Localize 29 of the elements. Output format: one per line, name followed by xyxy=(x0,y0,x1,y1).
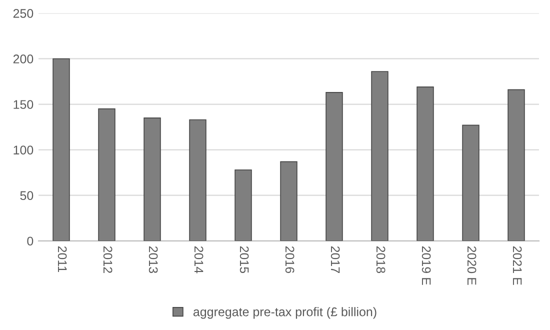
y-tick-label: 50 xyxy=(20,191,34,200)
x-tick-label: 2011 xyxy=(58,246,67,272)
x-tick-label: 2018 xyxy=(376,246,386,274)
x-tick-label: 2020 E xyxy=(467,246,476,285)
bar xyxy=(326,92,343,241)
bar xyxy=(189,119,206,241)
bar xyxy=(416,86,434,241)
x-tick-label: 2016 xyxy=(285,246,294,274)
bar xyxy=(462,124,480,241)
x-tick-label: 2014 xyxy=(194,246,204,274)
bar xyxy=(52,58,70,241)
bar xyxy=(144,118,161,241)
y-tick-label: 100 xyxy=(14,146,34,154)
legend-label: aggregate pre-tax profit (£ billion) xyxy=(193,307,376,319)
x-tick-label: 2021 E xyxy=(512,246,522,285)
bar xyxy=(508,89,525,241)
y-tick-label: 200 xyxy=(13,54,34,64)
x-tick-label: 2012 xyxy=(103,246,112,273)
bar xyxy=(280,161,298,241)
bar xyxy=(98,108,116,241)
x-tick-label: 2013 xyxy=(148,246,158,274)
y-tick-label: 0 xyxy=(27,236,34,246)
y-tick-label: 250 xyxy=(13,9,34,18)
bar xyxy=(371,71,388,241)
x-tick-label: 2015 xyxy=(240,246,249,274)
x-tick-label: 2017 xyxy=(330,246,340,273)
x-tick-label: 2019 E xyxy=(422,246,431,285)
y-tick-label: 150 xyxy=(14,100,34,109)
bar xyxy=(234,169,252,241)
